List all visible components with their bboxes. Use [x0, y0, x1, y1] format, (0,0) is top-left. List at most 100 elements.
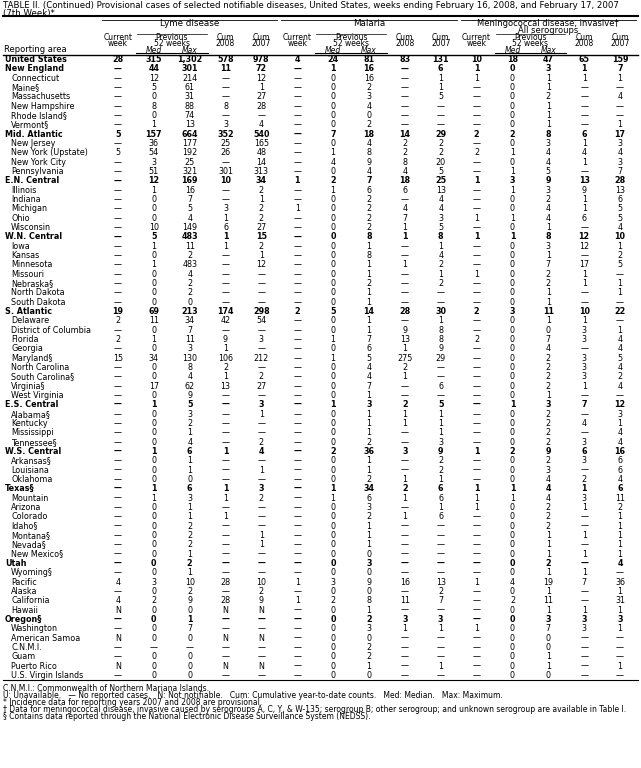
Text: 0: 0 [331, 139, 336, 148]
Text: 0: 0 [331, 568, 336, 578]
Text: 0: 0 [151, 372, 156, 382]
Text: 7: 7 [617, 167, 622, 176]
Text: —: — [294, 409, 301, 419]
Text: —: — [294, 391, 301, 400]
Text: 0: 0 [151, 429, 156, 437]
Text: 0: 0 [331, 167, 336, 176]
Text: District of Columbia: District of Columbia [11, 326, 91, 335]
Text: 10: 10 [220, 177, 231, 185]
Text: —: — [437, 531, 445, 540]
Text: 0: 0 [331, 372, 336, 382]
Text: New Hampshire: New Hampshire [11, 102, 74, 111]
Text: 1: 1 [438, 83, 443, 92]
Text: 174: 174 [217, 307, 234, 316]
Text: —: — [258, 521, 265, 531]
Text: —: — [222, 391, 229, 400]
Text: —: — [294, 195, 301, 204]
Text: 298: 298 [253, 307, 270, 316]
Text: 2: 2 [545, 429, 551, 437]
Text: 169: 169 [181, 177, 198, 185]
Text: 1: 1 [223, 344, 228, 353]
Text: 0: 0 [331, 242, 336, 250]
Text: 10: 10 [579, 307, 590, 316]
Text: —: — [437, 288, 445, 297]
Text: 1: 1 [403, 512, 408, 521]
Text: 5: 5 [115, 148, 121, 157]
Text: 0: 0 [510, 344, 515, 353]
Text: 4: 4 [546, 157, 551, 167]
Text: 0: 0 [510, 568, 515, 578]
Text: 1: 1 [438, 409, 443, 419]
Text: 83: 83 [399, 55, 410, 65]
Text: 6: 6 [617, 485, 623, 493]
Text: 2: 2 [367, 475, 372, 484]
Text: 0: 0 [331, 634, 336, 643]
Text: —: — [114, 83, 122, 92]
Text: 0: 0 [510, 139, 515, 148]
Text: 7: 7 [545, 260, 551, 270]
Text: —: — [472, 596, 481, 605]
Text: —: — [258, 429, 265, 437]
Text: 36: 36 [363, 447, 374, 456]
Text: 0: 0 [510, 260, 515, 270]
Text: —: — [294, 316, 301, 326]
Text: week: week [467, 39, 487, 48]
Text: 0: 0 [331, 456, 336, 465]
Text: 1: 1 [438, 74, 443, 83]
Text: 0: 0 [151, 391, 156, 400]
Text: 0: 0 [510, 65, 515, 74]
Text: 1: 1 [367, 242, 372, 250]
Text: 28: 28 [112, 55, 124, 65]
Text: —: — [616, 111, 624, 120]
Text: 0: 0 [510, 157, 515, 167]
Text: 2: 2 [545, 92, 551, 101]
Text: 4: 4 [617, 92, 622, 101]
Text: 13: 13 [615, 186, 625, 195]
Text: —: — [294, 661, 301, 670]
Text: 1: 1 [403, 372, 408, 382]
Text: N: N [222, 661, 228, 670]
Text: —: — [114, 382, 122, 391]
Text: Hawaii: Hawaii [11, 605, 38, 614]
Text: 4: 4 [403, 204, 408, 214]
Text: 4: 4 [617, 363, 622, 372]
Text: —: — [580, 596, 588, 605]
Text: 1: 1 [403, 419, 408, 428]
Text: 2: 2 [367, 195, 372, 204]
Text: 1: 1 [546, 568, 551, 578]
Text: 0: 0 [510, 242, 515, 250]
Text: 1: 1 [151, 242, 156, 250]
Text: —: — [114, 279, 122, 288]
Text: Wisconsin: Wisconsin [11, 223, 51, 232]
Text: 3: 3 [546, 139, 551, 148]
Text: —: — [401, 121, 409, 130]
Text: 48: 48 [256, 148, 267, 157]
Text: 0: 0 [331, 512, 336, 521]
Text: 0: 0 [510, 475, 515, 484]
Text: —: — [616, 634, 624, 643]
Text: 2: 2 [223, 363, 228, 372]
Text: 149: 149 [182, 223, 197, 232]
Text: —: — [294, 540, 301, 549]
Text: 2: 2 [545, 372, 551, 382]
Text: 3: 3 [581, 624, 587, 633]
Text: —: — [580, 391, 588, 400]
Text: U: Unavailable.   — No reported cases.   N: Not notifiable.   Cum: Cumulative ye: U: Unavailable. — No reported cases. N: … [3, 691, 503, 700]
Text: Ohio: Ohio [11, 214, 29, 223]
Text: —: — [114, 298, 122, 306]
Text: 1: 1 [581, 157, 587, 167]
Text: 14: 14 [256, 157, 267, 167]
Text: —: — [114, 447, 122, 456]
Text: —: — [222, 643, 229, 652]
Text: 8: 8 [403, 157, 408, 167]
Text: 4: 4 [617, 559, 623, 568]
Text: Reporting area: Reporting area [4, 45, 67, 54]
Text: —: — [401, 661, 409, 670]
Text: —: — [222, 559, 229, 568]
Text: —: — [114, 121, 122, 130]
Text: New England: New England [5, 65, 64, 74]
Text: 72: 72 [256, 65, 267, 74]
Text: —: — [114, 550, 122, 558]
Text: 5: 5 [617, 354, 622, 362]
Text: 2: 2 [474, 130, 479, 139]
